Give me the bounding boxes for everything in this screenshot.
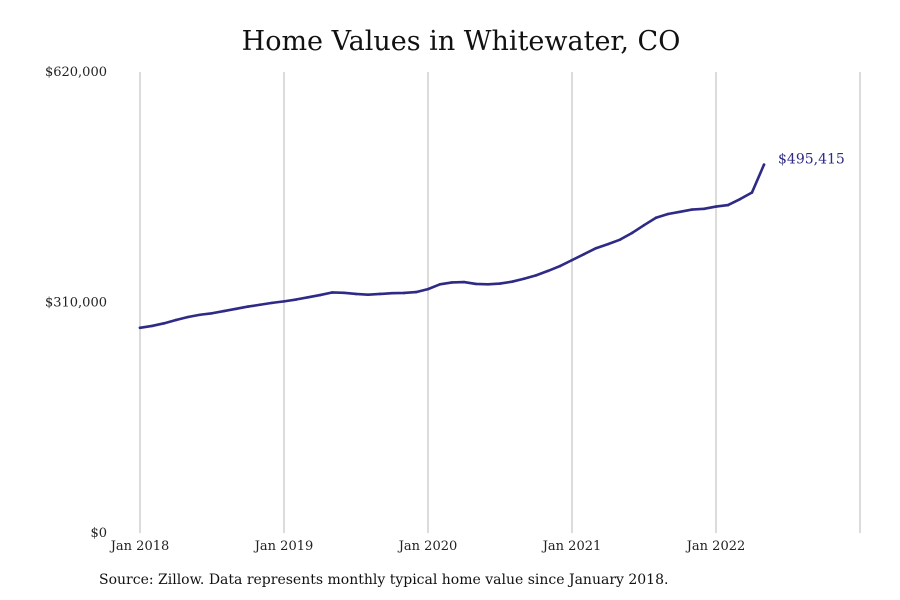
data-point-2018-07	[210, 311, 214, 315]
source-note: Source: Zillow. Data represents monthly …	[99, 572, 669, 588]
data-point-2020-06	[486, 282, 490, 286]
data-points	[138, 163, 766, 330]
x-tick-label-0: Jan 2018	[109, 539, 170, 554]
data-point-2020-03	[450, 281, 454, 284]
data-point-2018-10	[246, 305, 250, 308]
data-point-2021-03	[594, 246, 598, 250]
data-point-2019-04	[318, 293, 322, 297]
data-point-2021-04	[606, 242, 610, 246]
data-point-2021-02	[582, 252, 586, 256]
gridlines	[139, 72, 861, 533]
y-axis-ticks: $0 $310,000 $620,000	[45, 65, 107, 541]
data-point-2019-01	[282, 300, 286, 303]
data-point-2019-10	[390, 291, 394, 295]
data-point-2018-03	[162, 322, 166, 325]
data-point-2020-04	[462, 280, 466, 284]
data-point-2018-01	[138, 326, 142, 330]
data-point-2020-01	[426, 287, 430, 291]
x-tick-label-3: Jan 2021	[541, 539, 602, 554]
y-tick-label-2: $620,000	[45, 65, 107, 80]
data-point-2021-12	[702, 207, 706, 211]
data-point-2021-07	[642, 223, 646, 227]
data-point-2019-02	[294, 298, 298, 301]
data-point-2021-05	[618, 238, 622, 241]
chart-title: Home Values in Whitewater, CO	[241, 26, 681, 57]
data-point-2022-02	[726, 203, 730, 207]
data-point-2022-04	[750, 191, 754, 194]
x-tick-label-2: Jan 2020	[397, 539, 458, 554]
data-point-2019-08	[366, 293, 370, 296]
data-point-2020-05	[474, 282, 478, 286]
data-point-2020-07	[498, 282, 502, 285]
data-point-2022-05	[762, 163, 766, 166]
x-tick-label-4: Jan 2022	[685, 539, 746, 554]
end-value-label: $495,415	[778, 152, 845, 168]
data-point-2021-11	[690, 208, 694, 211]
data-point-2019-05	[330, 291, 334, 294]
data-point-2020-09	[522, 277, 526, 281]
data-point-2019-09	[378, 292, 382, 296]
x-axis-ticks: Jan 2018 Jan 2019 Jan 2020 Jan 2021 Jan …	[109, 539, 746, 554]
data-point-2022-03	[738, 197, 742, 201]
data-point-2019-03	[306, 295, 310, 299]
data-point-2020-02	[438, 282, 442, 286]
data-point-2019-11	[402, 291, 406, 295]
data-point-2020-11	[546, 269, 550, 273]
data-point-2021-10	[678, 210, 682, 214]
data-point-2020-08	[510, 280, 514, 283]
data-point-2018-05	[186, 315, 190, 319]
data-point-2021-01	[570, 258, 574, 262]
data-point-2018-09	[234, 307, 238, 311]
data-point-2019-12	[414, 290, 418, 294]
y-tick-label-1: $310,000	[45, 296, 107, 311]
data-point-2021-06	[630, 231, 634, 235]
data-point-2018-04	[174, 318, 178, 322]
data-point-2021-08	[654, 216, 658, 220]
data-point-2018-08	[222, 309, 226, 313]
data-point-2022-01	[714, 205, 718, 208]
y-tick-label-0: $0	[90, 526, 107, 541]
data-point-2019-07	[354, 292, 358, 296]
data-point-2018-11	[258, 303, 262, 307]
series-line-home-value	[138, 163, 766, 330]
data-point-2018-02	[150, 324, 154, 328]
x-tick-label-1: Jan 2019	[253, 539, 314, 554]
data-point-2020-12	[558, 264, 562, 268]
data-point-2019-06	[342, 291, 346, 295]
data-point-2018-12	[270, 301, 274, 305]
data-point-2020-10	[534, 274, 538, 277]
data-point-2018-06	[198, 313, 202, 317]
data-point-2021-09	[666, 212, 670, 216]
